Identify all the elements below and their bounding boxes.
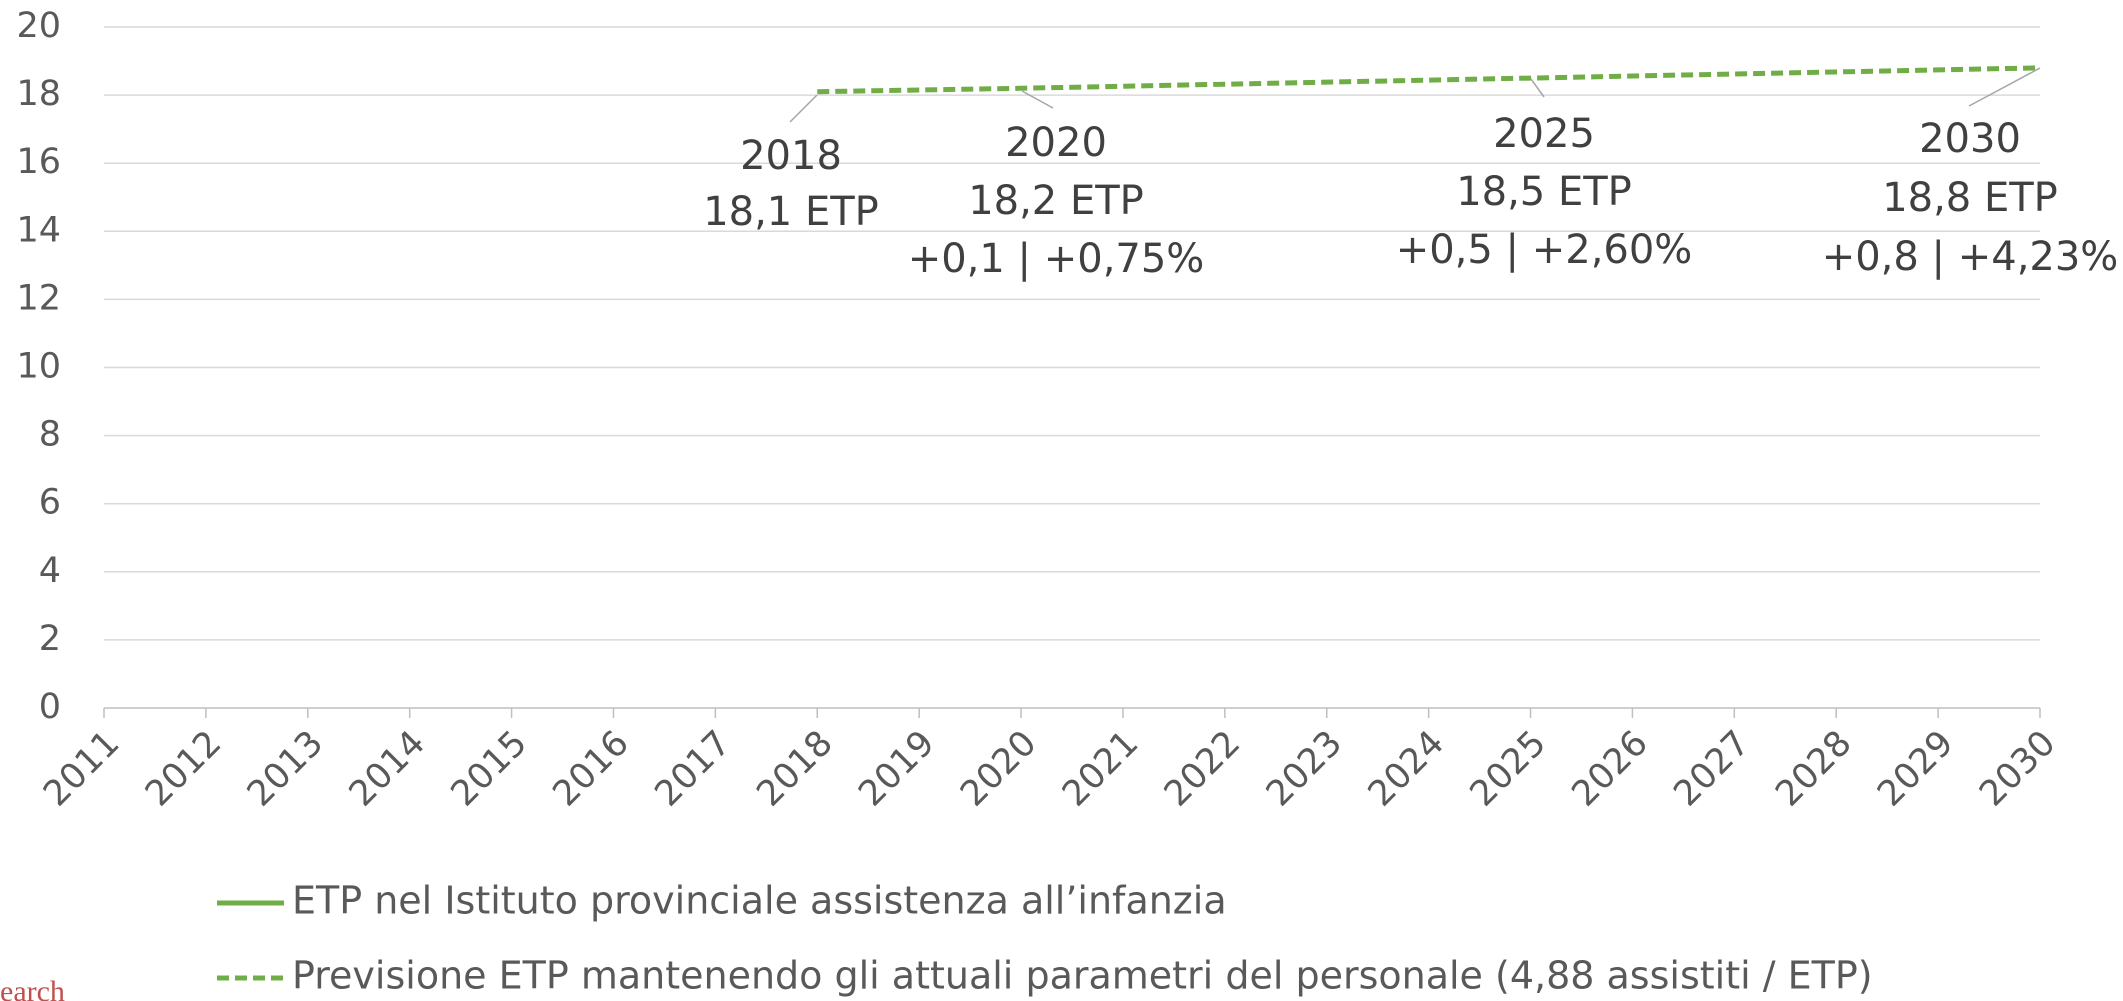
x-tick-label: 2021	[1055, 723, 1146, 814]
annotation-text: +0,5 | +2,60%	[1396, 227, 1693, 273]
annotation-text: 18,1 ETP	[703, 189, 879, 235]
x-tick-label: 2023	[1259, 723, 1350, 814]
x-tick-label: 2029	[1870, 723, 1961, 814]
x-tick-label: 2027	[1666, 723, 1757, 814]
y-tick-label: 14	[16, 210, 61, 250]
y-tick-label: 18	[16, 74, 61, 114]
annotation-text: +0,1 | +0,75%	[908, 236, 1205, 282]
annotation-text: 2030	[1919, 116, 2021, 162]
x-tick-label: 2015	[444, 723, 535, 814]
y-tick-label: 4	[39, 551, 61, 591]
legend-label: Previsione ETP mantenendo gli attuali pa…	[292, 954, 1873, 998]
x-tick-label: 2028	[1768, 723, 1859, 814]
x-tick-label: 2013	[240, 723, 331, 814]
x-tick-label: 2030	[1972, 723, 2063, 814]
y-tick-label: 0	[39, 687, 61, 727]
corner-text: earch	[0, 975, 65, 1001]
annotation-leader	[789, 94, 818, 123]
x-tick-label: 2019	[851, 723, 942, 814]
y-tick-label: 6	[39, 483, 61, 523]
x-tick-label: 2024	[1361, 723, 1452, 814]
x-tick-label: 2022	[1157, 723, 1248, 814]
x-tick-label: 2012	[138, 723, 229, 814]
annotation-text: 2020	[1005, 120, 1107, 166]
y-tick-label: 2	[39, 619, 61, 659]
legend-label: ETP nel Istituto provinciale assistenza …	[292, 879, 1227, 923]
annotation-leader	[1530, 78, 1545, 98]
annotation-text: 18,2 ETP	[968, 178, 1144, 224]
x-tick-label: 2026	[1565, 723, 1656, 814]
y-tick-label: 8	[39, 415, 61, 455]
y-tick-label: 12	[16, 278, 61, 318]
annotation-text: 18,8 ETP	[1882, 175, 2058, 221]
series-line	[817, 65, 2041, 95]
annotation-text: 18,5 ETP	[1456, 169, 1632, 215]
y-tick-label: 16	[16, 142, 61, 182]
y-tick-label: 10	[16, 347, 61, 387]
x-tick-label: 2016	[546, 723, 637, 814]
y-tick-label: 20	[16, 6, 61, 46]
annotation-leader	[1968, 67, 2041, 107]
annotation-text: 2018	[740, 133, 842, 179]
x-tick-label: 2018	[749, 723, 840, 814]
x-tick-label: 2014	[342, 723, 433, 814]
annotation-text: +0,8 | +4,23%	[1822, 234, 2119, 280]
annotation-text: 2025	[1493, 111, 1595, 157]
x-tick-label: 2017	[648, 723, 739, 814]
x-tick-label: 2020	[953, 723, 1044, 814]
annotation-leader	[1021, 90, 1054, 109]
x-tick-label: 2025	[1463, 723, 1554, 814]
x-tick-label: 2011	[36, 723, 127, 814]
